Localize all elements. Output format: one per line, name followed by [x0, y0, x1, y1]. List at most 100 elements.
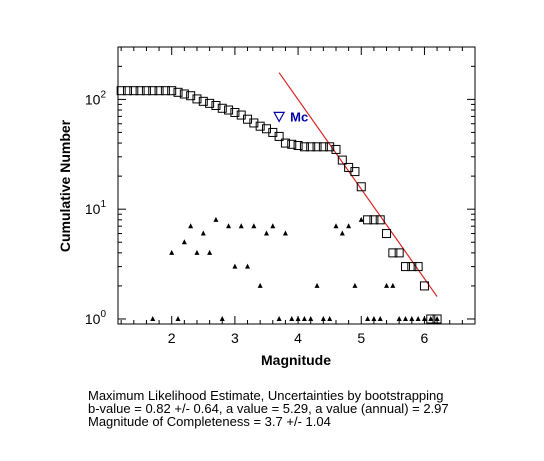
cumulative-point [148, 86, 158, 96]
fit-line-group [278, 72, 438, 297]
cumulative-point [306, 142, 316, 152]
cumulative-point [186, 91, 196, 101]
cumulative-point [350, 167, 360, 177]
noncumulative-point [219, 315, 225, 321]
noncumulative-point [409, 315, 415, 321]
cumulative-point [192, 94, 202, 104]
cumulative-point [141, 86, 151, 96]
cumulative-point [211, 100, 221, 110]
x-tick-label: 5 [357, 330, 365, 346]
noncumulative-point [434, 315, 440, 321]
noncumulative-point [245, 263, 251, 269]
noncumulative-point [339, 230, 345, 236]
noncumulative-point [402, 315, 408, 321]
cumulative-point [312, 142, 322, 152]
noncumulative-point [396, 315, 402, 321]
cumulative-point [129, 86, 139, 96]
cumulative-point [299, 142, 309, 152]
noncumulative-point [181, 239, 187, 245]
noncumulative-point [150, 315, 156, 321]
cumulative-point [160, 86, 170, 96]
summary-line-completeness: Magnitude of Completeness = 3.7 +/- 1.04 [88, 414, 331, 429]
cumulative-point [135, 86, 145, 96]
noncumulative-point [390, 282, 396, 288]
noncumulative-point [415, 315, 421, 321]
cumulative-point [230, 107, 240, 117]
noncumulative-point [371, 315, 377, 321]
cumulative-point [369, 215, 379, 225]
noncumulative-point [238, 223, 244, 229]
cumulative-point [375, 215, 385, 225]
noncumulative-point [308, 315, 314, 321]
magnitude-frequency-chart: 2 3 4 5 6 100 101 102 Mc Magnitude Cumulative … [57, 46, 476, 368]
axis-ticks [118, 46, 475, 324]
noncumulative-point [314, 282, 320, 288]
cumulative-point [382, 229, 392, 239]
noncumulative-point [188, 223, 194, 229]
mc-marker [273, 111, 286, 123]
noncumulative-point [270, 223, 276, 229]
cumulative-point [274, 131, 284, 141]
noncumulative-point [365, 315, 371, 321]
cumulative-point [293, 141, 303, 151]
x-tick-label: 6 [421, 330, 429, 346]
estimate-summary: Maximum Likelihood Estimate, Uncertainti… [88, 389, 538, 428]
noncumulative-point [194, 249, 200, 255]
noncumulative-point [346, 223, 352, 229]
noncumulative-point [213, 216, 219, 222]
noncumulative-point [377, 315, 383, 321]
noncumulative-point [251, 223, 257, 229]
summary-line-method: Maximum Likelihood Estimate, Uncertainti… [88, 388, 444, 403]
cumulative-point [432, 314, 442, 324]
x-tick-label: 3 [231, 330, 239, 346]
noncumulative-point [384, 282, 390, 288]
cumulative-point [116, 86, 126, 96]
noncumulative-point [289, 315, 295, 321]
cumulative-point [280, 138, 290, 148]
cumulative-point [179, 89, 189, 99]
cumulative-point [318, 142, 328, 152]
data-markers [116, 86, 442, 324]
noncumulative-point [276, 315, 282, 321]
cumulative-point [325, 142, 335, 152]
y-tick-label: 102 [85, 89, 107, 107]
cumulative-point [394, 248, 404, 258]
cumulative-point [167, 86, 177, 96]
noncumulative-point [263, 230, 269, 236]
noncumulative-point [282, 230, 288, 236]
gutenberg-richter-fit-line [278, 72, 438, 297]
x-tick-labels: 2 3 4 5 6 [168, 330, 429, 346]
y-tick-label: 101 [85, 199, 107, 217]
cumulative-point [249, 118, 259, 128]
cumulative-point [154, 86, 164, 96]
noncumulative-point [333, 223, 339, 229]
noncumulative-point [358, 216, 364, 222]
noncumulative-point [352, 282, 358, 288]
y-axis-title: Cumulative Number [57, 119, 73, 252]
cumulative-point [287, 139, 297, 149]
noncumulative-point [295, 315, 301, 321]
noncumulative-point [320, 315, 326, 321]
x-tick-label: 2 [168, 330, 176, 346]
cumulative-point [255, 121, 265, 131]
mc-group: Mc [273, 109, 308, 124]
cumulative-point [198, 96, 208, 106]
noncumulative-point [301, 315, 307, 321]
cumulative-point [331, 144, 341, 154]
noncumulative-point [327, 315, 333, 321]
cumulative-point [173, 87, 183, 97]
noncumulative-point [257, 282, 263, 288]
noncumulative-point [428, 315, 434, 321]
cumulative-point [413, 262, 423, 272]
noncumulative-point [200, 230, 206, 236]
noncumulative-point [207, 249, 213, 255]
cumulative-point [217, 103, 227, 113]
cumulative-point [419, 281, 429, 291]
cumulative-point [224, 105, 234, 115]
plot-frame [117, 46, 476, 325]
cumulative-point [407, 262, 417, 272]
cumulative-point [356, 182, 366, 192]
cumulative-point [122, 86, 132, 96]
mc-label: Mc [290, 109, 308, 124]
noncumulative-point [175, 315, 181, 321]
